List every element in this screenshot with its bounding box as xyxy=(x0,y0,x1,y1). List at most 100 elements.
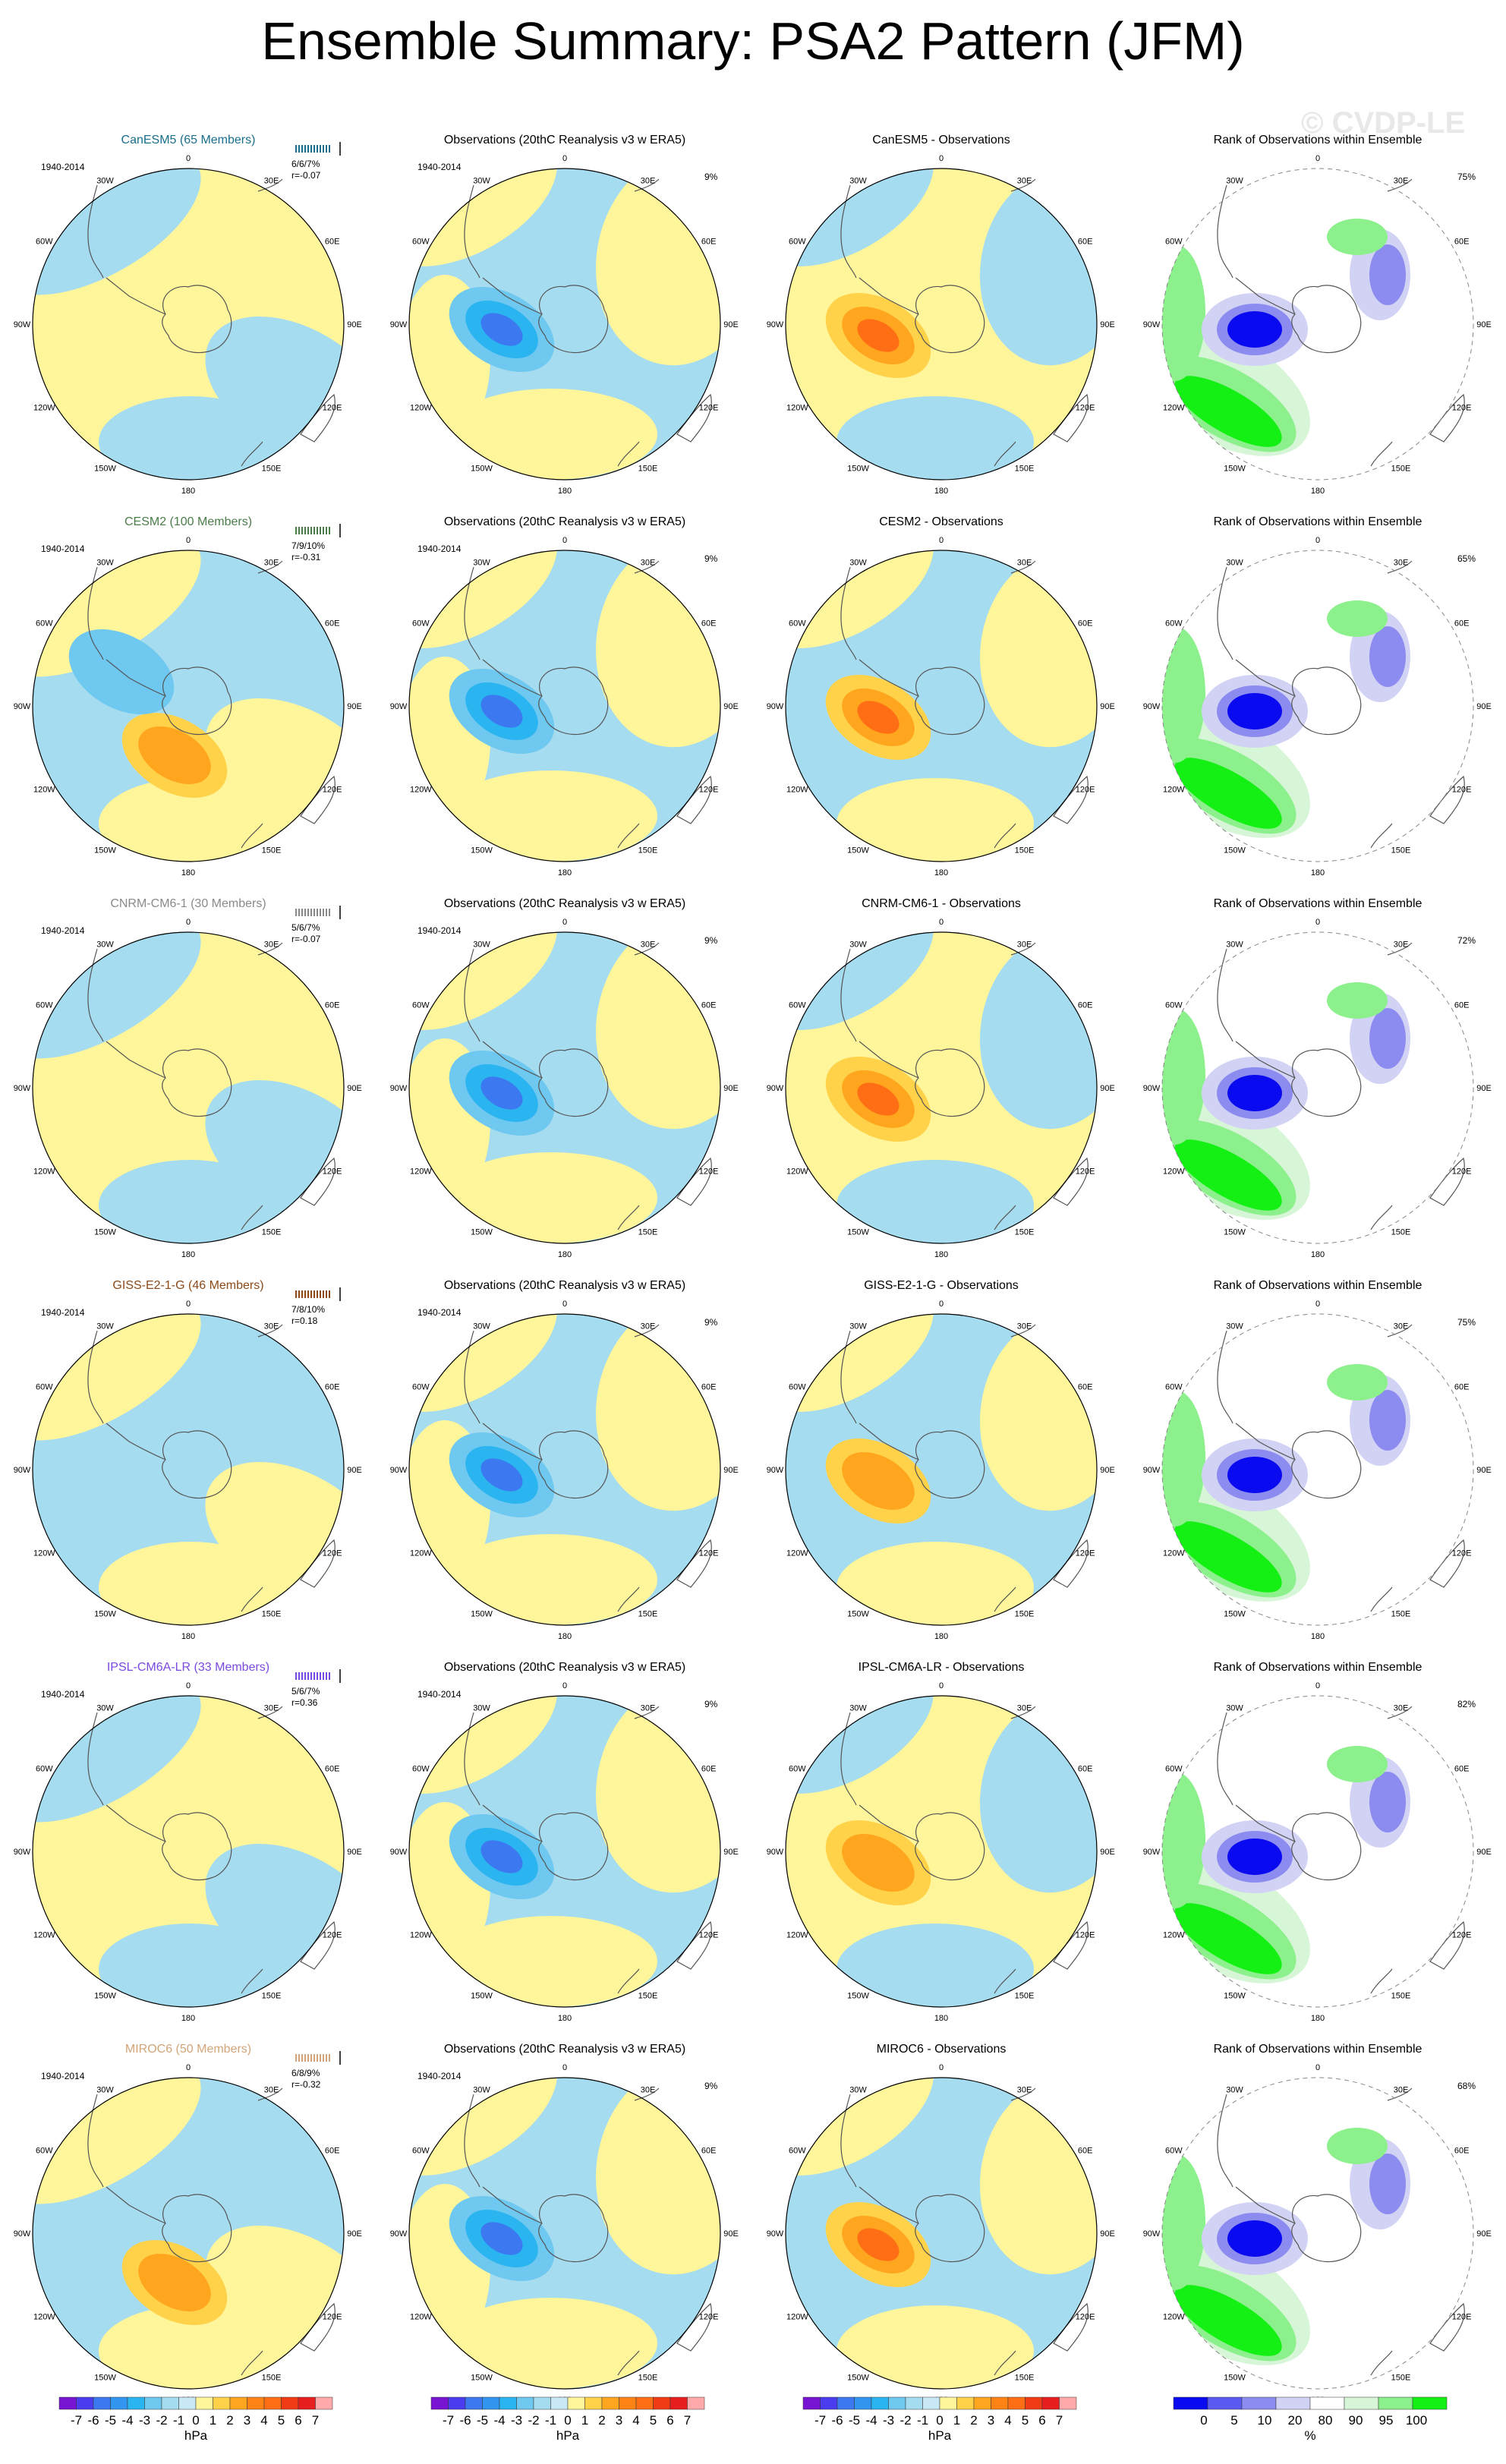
colorbar-tick-label: -7 xyxy=(814,2413,826,2428)
pattern-correlation: r=-0.07 xyxy=(291,934,321,944)
lon-label-30W: 30W xyxy=(473,2085,490,2094)
lon-label-120E: 120E xyxy=(699,786,719,795)
lon-label-90E: 90E xyxy=(723,702,739,711)
polar-map: 0 30E 60E 90E 120E 150E 180 150W 120W 90W 60W 30W xyxy=(14,918,362,1259)
period-label: 1940-2014 xyxy=(41,1307,85,1318)
africa-coastline xyxy=(257,942,283,956)
lon-label-0: 0 xyxy=(939,1681,944,1690)
panel-r2-c3: 0 30E 60E 90E 120E 150E 180 150W 120W 90W 60W 30W CE… xyxy=(753,497,1130,881)
colorbar-svg: -7 -6 -5 -4 -3 -2 -1 0 1 2 3 4 5 6 7 hPa xyxy=(802,2396,1077,2443)
antarctic-peninsula-coastline xyxy=(482,659,543,697)
lon-label-120E: 120E xyxy=(1452,404,1472,413)
lon-label-120W: 120W xyxy=(33,1167,55,1177)
antarctica-coastline xyxy=(538,285,609,354)
rank-pct: 68% xyxy=(1457,2081,1476,2091)
antarctic-peninsula-coastline xyxy=(859,1041,919,1079)
colorbar-tick-label: -5 xyxy=(477,2413,488,2428)
panel-r4-c2: 0 30E 60E 90E 120E 150E 180 150W 120W 90W 60W 30W Ob… xyxy=(376,1261,753,1644)
polar-map: 0 30E 60E 90E 120E 150E 180 150W 120W 90W 60W 30W xyxy=(14,536,362,878)
period-label: 1940-2014 xyxy=(417,162,462,172)
lon-label-120E: 120E xyxy=(699,2313,719,2322)
lon-label-120E: 120E xyxy=(1452,1931,1472,1940)
africa-coastline xyxy=(1387,560,1413,574)
colorbar-swatch xyxy=(195,2396,213,2410)
lon-label-90E: 90E xyxy=(347,320,362,329)
map-border xyxy=(1161,1313,1474,1626)
polar-map: 0 30E 60E 90E 120E 150E 180 150W 120W 90W 60W 30W xyxy=(1143,918,1492,1259)
lon-label-60E: 60E xyxy=(1454,619,1470,629)
colorbar-swatch xyxy=(635,2396,654,2410)
map-border xyxy=(32,1313,345,1626)
colorbar-tick-label: -4 xyxy=(865,2413,877,2428)
lon-label-150W: 150W xyxy=(847,1610,869,1619)
lon-label-150E: 150E xyxy=(262,1992,282,2001)
south-america-coastline xyxy=(1217,184,1233,279)
lon-label-90W: 90W xyxy=(1143,1848,1161,1857)
new-zealand-coastline xyxy=(617,1586,640,1612)
new-zealand-coastline xyxy=(617,2350,640,2376)
lon-label-0: 0 xyxy=(562,1681,567,1690)
lon-label-120W: 120W xyxy=(786,1549,808,1558)
lon-label-120W: 120W xyxy=(33,404,55,413)
lon-label-180: 180 xyxy=(1311,487,1325,496)
model-title: CanESM5 (65 Members) xyxy=(121,134,256,147)
lon-label-150E: 150E xyxy=(1015,2374,1035,2383)
lon-label-90W: 90W xyxy=(767,320,784,329)
colorbar-swatch xyxy=(871,2396,889,2410)
colorbar-tick-label: -3 xyxy=(511,2413,522,2428)
lon-label-120E: 120E xyxy=(323,2313,342,2322)
colorbar-swatch xyxy=(1378,2396,1413,2410)
lon-label-60W: 60W xyxy=(789,1383,806,1392)
lon-label-120E: 120E xyxy=(323,786,342,795)
colorbar-svg: -7 -6 -5 -4 -3 -2 -1 0 1 2 3 4 5 6 7 hPa xyxy=(58,2396,333,2443)
lon-label-150E: 150E xyxy=(262,846,282,855)
lon-label-30E: 30E xyxy=(641,1703,656,1713)
colorbar-tick-label: -2 xyxy=(900,2413,911,2428)
polar-map: 0 30E 60E 90E 120E 150E 180 150W 120W 90W 60W 30W xyxy=(767,918,1115,1259)
lon-label-150W: 150W xyxy=(847,1992,869,2001)
rank-region-6 xyxy=(1369,1008,1406,1069)
lon-label-180: 180 xyxy=(558,487,572,496)
colorbar-swatch xyxy=(315,2396,333,2410)
obs-title: Observations (20thC Reanalysis v3 w ERA5… xyxy=(443,2043,686,2056)
lon-label-90E: 90E xyxy=(347,1466,362,1475)
lon-label-30E: 30E xyxy=(1017,940,1032,949)
new-zealand-coastline xyxy=(241,441,263,467)
lon-label-30W: 30W xyxy=(849,176,867,185)
colorbar-tick-label: 4 xyxy=(260,2413,267,2428)
rank-region-6 xyxy=(1369,244,1406,305)
lon-label-150W: 150W xyxy=(471,846,493,855)
colorbar-tick-label: 80 xyxy=(1319,2413,1333,2428)
lon-label-180: 180 xyxy=(1311,2014,1325,2023)
south-america-coastline xyxy=(87,948,104,1042)
antarctica-coastline xyxy=(915,1430,985,1499)
antarctica-coastline xyxy=(1291,2194,1362,2263)
lon-label-90W: 90W xyxy=(14,2229,31,2239)
rank-region-3 xyxy=(1174,1139,1282,1211)
lon-label-150W: 150W xyxy=(847,846,869,855)
south-america-coastline xyxy=(1217,1330,1233,1424)
colorbar-tick-label: -1 xyxy=(173,2413,184,2428)
lon-label-30W: 30W xyxy=(849,940,867,949)
lon-label-90E: 90E xyxy=(1476,1466,1492,1475)
lon-label-120E: 120E xyxy=(323,1931,342,1940)
colorbar-swatch xyxy=(533,2396,551,2410)
south-america-coastline xyxy=(840,184,857,279)
south-america-coastline xyxy=(840,566,857,660)
watermark: © CVDP-LE xyxy=(1301,106,1466,140)
lon-label-120E: 120E xyxy=(1076,2313,1095,2322)
lon-label-90W: 90W xyxy=(1143,1084,1161,1093)
colorbar-tick-label: -4 xyxy=(493,2413,505,2428)
lon-label-180: 180 xyxy=(181,1250,195,1259)
rank-region-4 xyxy=(1162,1772,1205,1908)
lon-label-150E: 150E xyxy=(638,2374,658,2383)
obs-title: Observations (20thC Reanalysis v3 w ERA5… xyxy=(443,897,686,910)
contour-region-3 xyxy=(836,1160,1034,1243)
rank-region-9 xyxy=(1227,693,1282,729)
map-border xyxy=(785,2077,1098,2390)
lon-label-90W: 90W xyxy=(767,702,784,711)
colorbar-tick-label: 3 xyxy=(988,2413,994,2428)
panel-r5-c1: 0 30E 60E 90E 120E 150E 180 150W 120W 90W 60W 30W IP… xyxy=(0,1643,376,2026)
lon-label-180: 180 xyxy=(1311,1632,1325,1641)
antarctic-peninsula-coastline xyxy=(106,1041,166,1079)
